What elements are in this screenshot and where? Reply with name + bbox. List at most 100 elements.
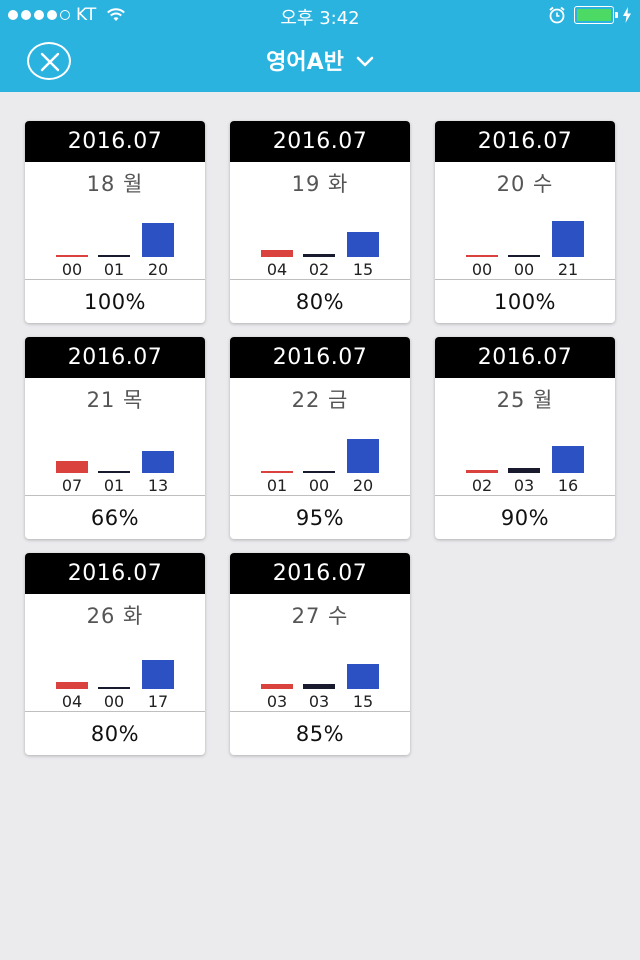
- attendance-card[interactable]: 2016.07 25 월 02 03 16 90%: [435, 337, 615, 539]
- bar-count-label: 20: [147, 260, 169, 279]
- bar-column: 03: [507, 422, 541, 495]
- absent-bar: [466, 469, 498, 473]
- card-day: 27 수: [291, 604, 349, 628]
- bar-count-label: 02: [471, 476, 493, 495]
- attendance-card[interactable]: 2016.07 18 월 00 01 20 100%: [25, 121, 205, 323]
- bar-column: 00: [55, 206, 89, 279]
- status-time: 오후 3:42: [280, 8, 360, 29]
- bar-count-label: 00: [471, 260, 493, 279]
- bar-column: 02: [465, 422, 499, 495]
- bar-count-label: 20: [352, 476, 374, 495]
- attendance-card[interactable]: 2016.07 19 화 04 02 15 80%: [230, 121, 410, 323]
- bar-count-label: 16: [557, 476, 579, 495]
- attendance-rate: 80%: [230, 279, 410, 323]
- bar-count-label: 01: [103, 260, 125, 279]
- bar-count-label: 00: [103, 692, 125, 711]
- bar-column: 04: [55, 638, 89, 711]
- attendance-card[interactable]: 2016.07 20 수 00 00 21 100%: [435, 121, 615, 323]
- present-bar: [142, 450, 174, 473]
- attendance-rate: 85%: [230, 711, 410, 755]
- close-icon: [40, 52, 60, 72]
- bar-column: 04: [260, 206, 294, 279]
- card-month: 2016.07: [25, 553, 205, 594]
- bar-count-label: 01: [266, 476, 288, 495]
- present-bar: [552, 221, 584, 257]
- attendance-bars: 00 01 20: [25, 206, 205, 279]
- present-bar: [347, 231, 379, 257]
- attendance-card[interactable]: 2016.07 22 금 01 00 20 95%: [230, 337, 410, 539]
- card-month: 2016.07: [230, 553, 410, 594]
- bar-count-label: 00: [61, 260, 83, 279]
- attendance-bars: 01 00 20: [230, 422, 410, 495]
- card-day: 19 화: [291, 172, 349, 196]
- alarm-icon: [549, 6, 565, 24]
- bar-count-label: 13: [147, 476, 169, 495]
- bar-count-label: 03: [513, 476, 535, 495]
- attendance-rate: 95%: [230, 495, 410, 539]
- late-bar: [303, 683, 335, 689]
- late-bar: [303, 471, 335, 473]
- bar-column: 15: [346, 638, 380, 711]
- carrier-label: KT: [76, 5, 97, 25]
- signal-icon: [8, 10, 70, 20]
- attendance-bars: 03 03 15: [230, 638, 410, 711]
- bar-column: 00: [507, 206, 541, 279]
- absent-bar: [261, 471, 293, 473]
- bar-count-label: 04: [266, 260, 288, 279]
- attendance-rate: 100%: [435, 279, 615, 323]
- attendance-card[interactable]: 2016.07 26 화 04 00 17 80%: [25, 553, 205, 755]
- present-bar: [552, 445, 584, 473]
- bar-count-label: 01: [103, 476, 125, 495]
- wifi-icon: [107, 8, 126, 21]
- bar-count-label: 07: [61, 476, 83, 495]
- attendance-grid: 2016.07 18 월 00 01 20 100% 2016.07 19 화 04 02 15 80…: [25, 121, 615, 755]
- card-day: 26 화: [86, 604, 144, 628]
- card-day: 21 목: [86, 388, 144, 412]
- late-bar: [98, 687, 130, 689]
- bar-count-label: 15: [352, 692, 374, 711]
- status-right: [548, 6, 632, 24]
- absent-bar: [466, 255, 498, 257]
- bar-column: 16: [551, 422, 585, 495]
- attendance-bars: 04 00 17: [25, 638, 205, 711]
- absent-bar: [56, 255, 88, 257]
- bar-column: 07: [55, 422, 89, 495]
- card-day: 18 월: [86, 172, 144, 196]
- class-title: 영어A반: [266, 50, 344, 75]
- card-month: 2016.07: [25, 121, 205, 162]
- attendance-card[interactable]: 2016.07 21 목 07 01 13 66%: [25, 337, 205, 539]
- present-bar: [142, 660, 174, 689]
- card-day: 25 월: [496, 388, 554, 412]
- card-month: 2016.07: [230, 337, 410, 378]
- attendance-bars: 07 01 13: [25, 422, 205, 495]
- bar-count-label: 02: [308, 260, 330, 279]
- absent-bar: [56, 682, 88, 689]
- present-bar: [142, 223, 174, 257]
- bar-column: 17: [141, 638, 175, 711]
- bar-column: 00: [302, 422, 336, 495]
- bar-count-label: 00: [308, 476, 330, 495]
- present-bar: [347, 439, 379, 473]
- card-month: 2016.07: [230, 121, 410, 162]
- absent-bar: [56, 461, 88, 473]
- late-bar: [303, 253, 335, 257]
- battery-icon: [574, 6, 618, 24]
- bar-column: 01: [260, 422, 294, 495]
- bar-column: 21: [551, 206, 585, 279]
- absent-bar: [261, 250, 293, 257]
- bar-count-label: 04: [61, 692, 83, 711]
- card-day: 22 금: [291, 388, 349, 412]
- attendance-bars: 04 02 15: [230, 206, 410, 279]
- class-selector[interactable]: 영어A반: [0, 44, 640, 76]
- chevron-down-icon: [356, 56, 374, 67]
- bar-column: 20: [141, 206, 175, 279]
- bar-column: 15: [346, 206, 380, 279]
- card-month: 2016.07: [435, 337, 615, 378]
- attendance-rate: 100%: [25, 279, 205, 323]
- bar-count-label: 21: [557, 260, 579, 279]
- attendance-card[interactable]: 2016.07 27 수 03 03 15 85%: [230, 553, 410, 755]
- attendance-rate: 66%: [25, 495, 205, 539]
- charging-icon: [623, 7, 631, 23]
- late-bar: [98, 471, 130, 473]
- close-button[interactable]: [27, 42, 71, 80]
